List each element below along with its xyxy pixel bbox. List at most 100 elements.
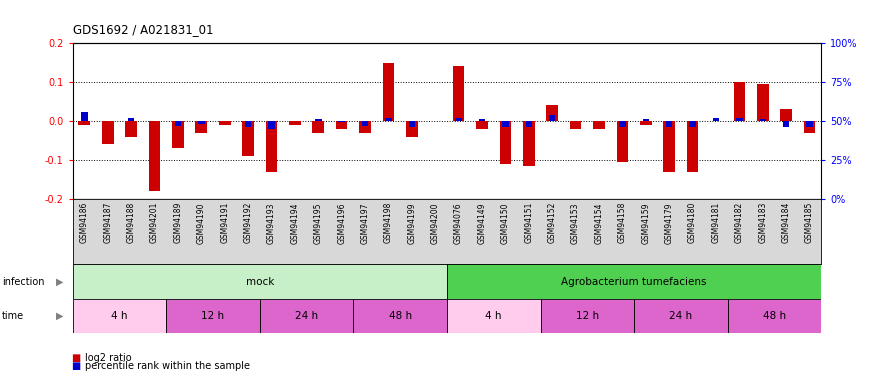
- Text: GSM94181: GSM94181: [712, 202, 720, 243]
- Bar: [335, 121, 348, 129]
- Bar: [804, 121, 815, 133]
- Bar: [806, 121, 812, 127]
- Bar: [81, 112, 88, 121]
- Text: GSM94149: GSM94149: [478, 202, 487, 243]
- Bar: [447, 299, 541, 333]
- Bar: [635, 299, 727, 333]
- Bar: [362, 121, 368, 126]
- Bar: [266, 121, 277, 171]
- Bar: [640, 121, 651, 125]
- Text: time: time: [2, 311, 24, 321]
- Text: log2 ratio: log2 ratio: [85, 353, 132, 363]
- Text: GSM94159: GSM94159: [642, 202, 650, 243]
- Bar: [523, 121, 535, 166]
- Text: GSM94192: GSM94192: [243, 202, 252, 243]
- Text: 24 h: 24 h: [295, 311, 318, 321]
- Bar: [456, 118, 462, 121]
- Text: 4 h: 4 h: [112, 311, 127, 321]
- Bar: [166, 299, 260, 333]
- Bar: [736, 118, 743, 121]
- Text: GSM94200: GSM94200: [431, 202, 440, 243]
- Bar: [260, 299, 353, 333]
- Text: ▶: ▶: [56, 311, 63, 321]
- Bar: [219, 121, 230, 125]
- Bar: [406, 121, 418, 136]
- Text: 48 h: 48 h: [389, 311, 412, 321]
- Text: GSM94186: GSM94186: [80, 202, 88, 243]
- Text: GSM94179: GSM94179: [665, 202, 673, 243]
- Bar: [757, 84, 769, 121]
- Bar: [689, 121, 696, 127]
- Text: 4 h: 4 h: [486, 311, 502, 321]
- Bar: [79, 121, 90, 125]
- Text: 12 h: 12 h: [576, 311, 599, 321]
- Text: GSM94180: GSM94180: [689, 202, 697, 243]
- Bar: [687, 121, 698, 171]
- Text: GSM94197: GSM94197: [360, 202, 370, 243]
- Bar: [502, 121, 509, 127]
- Bar: [643, 119, 649, 121]
- Bar: [570, 121, 581, 129]
- Text: GSM94152: GSM94152: [548, 202, 557, 243]
- Bar: [499, 121, 512, 164]
- Bar: [541, 299, 635, 333]
- Bar: [359, 121, 371, 133]
- Text: 24 h: 24 h: [669, 311, 692, 321]
- Bar: [617, 121, 628, 162]
- Text: 48 h: 48 h: [763, 311, 786, 321]
- Bar: [781, 109, 792, 121]
- Bar: [289, 121, 301, 125]
- Text: 12 h: 12 h: [202, 311, 225, 321]
- Text: GSM94182: GSM94182: [735, 202, 744, 243]
- Bar: [593, 121, 604, 129]
- Text: infection: infection: [2, 277, 44, 286]
- Bar: [73, 264, 447, 299]
- Text: percentile rank within the sample: percentile rank within the sample: [85, 362, 250, 371]
- Text: GSM94184: GSM94184: [781, 202, 790, 243]
- Bar: [382, 63, 395, 121]
- Bar: [666, 121, 673, 127]
- Text: GSM94194: GSM94194: [290, 202, 299, 243]
- Text: GSM94187: GSM94187: [104, 202, 112, 243]
- Bar: [526, 121, 532, 127]
- Text: ■: ■: [71, 353, 80, 363]
- Bar: [268, 121, 274, 129]
- Bar: [549, 115, 556, 121]
- Bar: [338, 121, 345, 123]
- Text: GSM94195: GSM94195: [314, 202, 323, 243]
- Bar: [620, 121, 626, 127]
- Bar: [315, 119, 321, 121]
- Bar: [759, 119, 766, 121]
- Bar: [127, 118, 135, 121]
- Bar: [198, 121, 204, 124]
- Text: GSM94198: GSM94198: [384, 202, 393, 243]
- Text: mock: mock: [245, 277, 274, 286]
- Text: ■: ■: [71, 362, 80, 371]
- Bar: [172, 121, 184, 148]
- Bar: [664, 121, 675, 171]
- Bar: [712, 118, 720, 121]
- Text: GSM94153: GSM94153: [571, 202, 580, 243]
- Bar: [409, 121, 415, 127]
- Text: GSM94185: GSM94185: [805, 202, 814, 243]
- Bar: [125, 121, 137, 136]
- Text: GSM94190: GSM94190: [196, 202, 205, 243]
- Text: GSM94154: GSM94154: [595, 202, 604, 243]
- Text: GSM94151: GSM94151: [524, 202, 534, 243]
- Text: GSM94193: GSM94193: [267, 202, 276, 243]
- Bar: [734, 82, 745, 121]
- Bar: [102, 121, 113, 144]
- Bar: [447, 264, 821, 299]
- Text: GSM94158: GSM94158: [618, 202, 627, 243]
- Text: GSM94196: GSM94196: [337, 202, 346, 243]
- Bar: [312, 121, 324, 133]
- Text: GSM94199: GSM94199: [407, 202, 416, 243]
- Text: GSM94076: GSM94076: [454, 202, 463, 244]
- Bar: [385, 118, 392, 121]
- Bar: [353, 299, 447, 333]
- Text: GSM94188: GSM94188: [127, 202, 135, 243]
- Bar: [479, 119, 485, 121]
- Text: GSM94150: GSM94150: [501, 202, 510, 243]
- Text: GSM94201: GSM94201: [150, 202, 159, 243]
- Bar: [727, 299, 821, 333]
